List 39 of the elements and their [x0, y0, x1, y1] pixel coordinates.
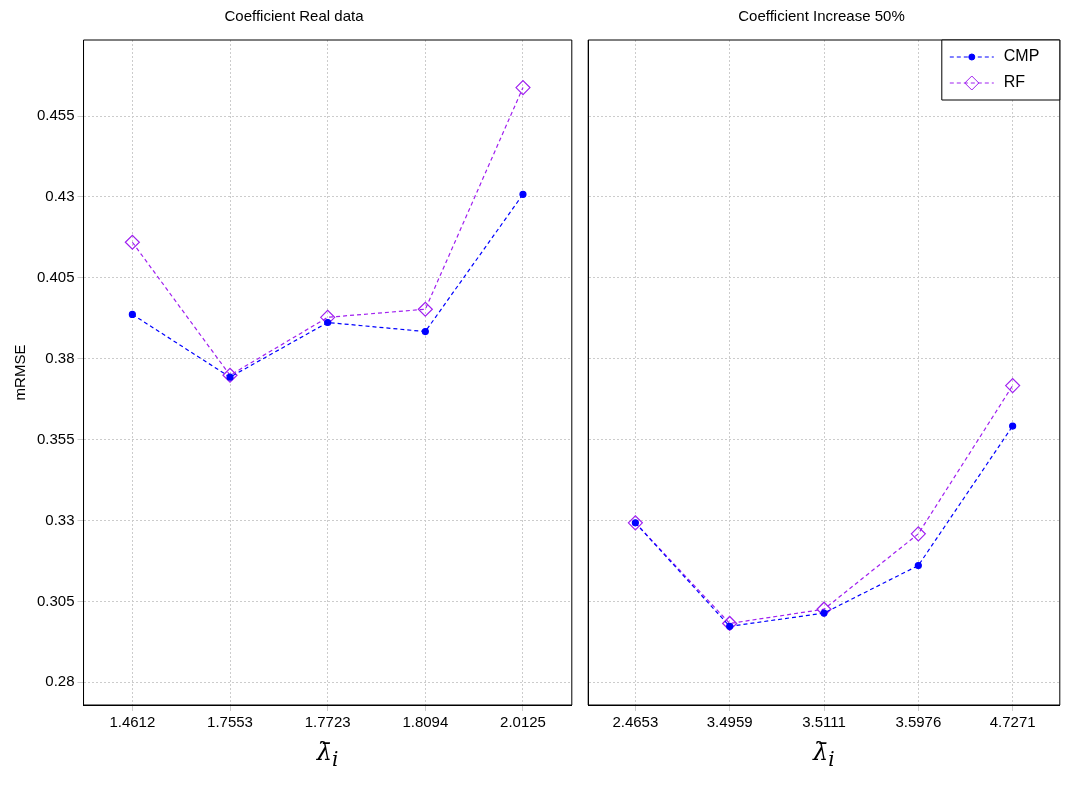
legend-label: RF	[1003, 73, 1026, 91]
x-tick-label: 4.7271	[989, 713, 1036, 731]
x-tick-label: 3.4959	[706, 713, 753, 731]
chart-title: Coefficient Real data	[224, 7, 365, 25]
point	[124, 234, 140, 250]
y-tick-label: 0.38	[45, 348, 75, 366]
y-tick-label: 0.455	[36, 106, 75, 124]
x-tick-label: 3.5976	[895, 713, 942, 731]
y-tick-label: 0.28	[45, 672, 75, 690]
point	[914, 561, 922, 570]
point	[515, 79, 531, 96]
y-tick-label: 0.405	[36, 267, 75, 285]
y-tick-label: 0.355	[36, 429, 75, 447]
point	[324, 318, 332, 327]
x-axis-title: λ̄$_{i}$	[316, 738, 339, 771]
x-tick-label: 1.4612	[109, 713, 156, 731]
point	[722, 615, 738, 632]
point	[519, 190, 527, 198]
x-axis-title: λ̄$_{i}$	[813, 738, 835, 771]
point	[421, 327, 429, 336]
y-tick-label: 0.305	[36, 591, 75, 609]
point	[910, 526, 926, 542]
point	[222, 367, 238, 383]
x-tick-label: 2.0125	[500, 713, 546, 731]
point	[627, 515, 643, 531]
x-tick-label: 1.7553	[207, 713, 253, 731]
chart-title: Coefficient Increase 50%	[738, 7, 905, 25]
y-tick-label: 0.43	[45, 187, 75, 205]
y-axis-title: mRMSE	[11, 344, 29, 401]
point	[1009, 422, 1017, 430]
legend-label: CMP	[1003, 47, 1040, 65]
point	[1005, 378, 1021, 394]
point	[128, 310, 136, 319]
y-tick-label: 0.33	[45, 510, 75, 528]
point	[417, 301, 433, 317]
x-tick-label: 3.5111	[802, 713, 846, 731]
x-tick-label: 1.8094	[402, 713, 449, 731]
x-tick-label: 2.4653	[612, 713, 659, 731]
x-tick-label: 1.7723	[304, 713, 351, 731]
